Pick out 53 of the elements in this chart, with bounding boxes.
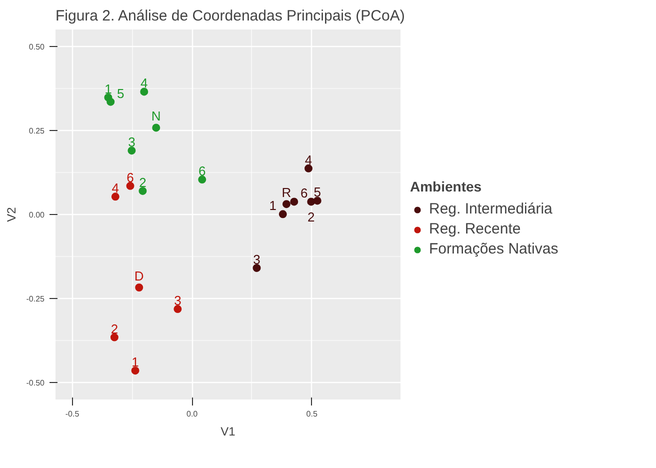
- point: [290, 198, 298, 206]
- point: [152, 124, 160, 132]
- annotation: 6: [198, 164, 206, 179]
- annotation: 2: [139, 174, 146, 190]
- point: [128, 146, 136, 155]
- point: [126, 182, 134, 190]
- annotation: 4: [304, 152, 312, 168]
- chart-title: Figura 2. Análise de Coordenadas Principais (PCoA): [56, 8, 405, 24]
- point: [198, 176, 206, 184]
- annotation: 5: [116, 86, 124, 101]
- x-tick-label: -0.5: [65, 410, 80, 418]
- annotation: 4: [112, 180, 120, 196]
- annotation: R: [282, 185, 292, 200]
- y-tick-label: -0.25: [26, 294, 46, 304]
- annotation: 6: [300, 186, 308, 201]
- point: [282, 200, 290, 208]
- y-axis-title: V2: [4, 206, 18, 222]
- annotation: 1: [269, 198, 276, 214]
- annotation: 6: [126, 170, 134, 185]
- point: [106, 98, 115, 106]
- annotation: 1: [104, 81, 112, 96]
- y-tick-label: 0.50: [28, 42, 46, 52]
- annotation: D: [134, 268, 144, 284]
- y-tick-label: 0.25: [28, 126, 46, 136]
- point: [138, 186, 147, 195]
- point: [110, 333, 118, 342]
- point: [278, 210, 287, 218]
- annotation: 2: [308, 210, 315, 225]
- legend-label: Reg. Intermediária: [429, 200, 552, 218]
- annotation: 1: [132, 354, 139, 370]
- point: [135, 284, 144, 292]
- x-axis-title: V1: [220, 424, 236, 438]
- point: [313, 196, 322, 205]
- legend-label: Formações Nativas: [429, 240, 558, 258]
- point: [252, 264, 261, 272]
- annotation: N: [151, 108, 161, 124]
- point: [131, 366, 140, 375]
- x-tick-label: 0.5: [306, 410, 318, 418]
- legend-label: Reg. Recente: [429, 220, 521, 238]
- annotation: 2: [110, 321, 118, 336]
- point: [111, 192, 120, 201]
- annotation: 5: [314, 184, 321, 200]
- annotation: 3: [128, 134, 136, 150]
- point: [140, 88, 148, 96]
- annotation: 3: [174, 293, 182, 308]
- annotation: 3: [253, 252, 260, 267]
- point: [304, 164, 312, 172]
- y-tick-label: 0.00: [28, 210, 46, 220]
- legend-title: Ambientes: [410, 178, 483, 194]
- y-tick-label: -0.50: [26, 378, 46, 388]
- annotation: 4: [140, 76, 148, 91]
- x-tick-label: 0.0: [186, 410, 198, 418]
- point: [174, 305, 182, 314]
